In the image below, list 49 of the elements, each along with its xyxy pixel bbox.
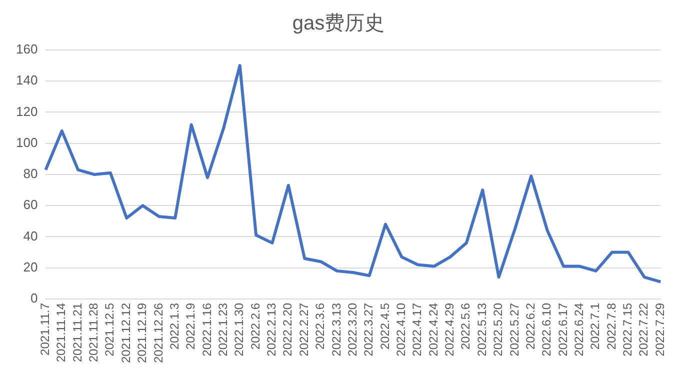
x-tick-label: 2022.7.29 [652, 302, 667, 356]
y-tick-label: 140 [16, 72, 38, 88]
x-tick-label: 2022.3.13 [329, 302, 344, 356]
y-tick-label: 40 [23, 228, 38, 244]
x-tick-label: 2022.1.3 [167, 302, 182, 350]
x-tick-label: 2022.6.17 [556, 302, 570, 356]
x-tick-label: 2022.7.15 [620, 302, 635, 356]
x-tick-label: 2022.3.27 [362, 302, 376, 356]
x-tick-label: 2022.6.10 [540, 302, 554, 356]
x-tick-label: 2021.12.19 [135, 302, 150, 364]
y-tick-label: 100 [16, 134, 38, 150]
x-tick-label: 2021.11.7 [38, 302, 52, 356]
x-tick-label: 2022.6.2 [523, 302, 538, 350]
chart-title: gas费历史 [292, 12, 385, 35]
y-tick-label: 120 [16, 104, 38, 119]
x-tick-label: 2022.2.20 [280, 302, 295, 356]
x-tick-label: 2022.4.29 [442, 302, 457, 356]
x-tick-label: 2022.4.17 [410, 302, 424, 356]
y-tick-label: 60 [23, 197, 38, 212]
x-tick-label: 2022.3.6 [313, 302, 328, 350]
y-tick-label: 80 [23, 166, 38, 182]
x-tick-label: 2022.2.6 [248, 302, 262, 350]
x-tick-label: 2022.6.24 [572, 302, 586, 356]
x-tick-label: 2022.1.16 [200, 302, 214, 356]
x-tick-label: 2022.7.1 [588, 302, 602, 350]
x-tick-label: 2022.1.23 [216, 302, 230, 356]
y-tick-label: 20 [23, 259, 38, 274]
x-tick-label: 2022.3.20 [345, 302, 360, 356]
x-tick-label: 2022.5.13 [474, 302, 489, 356]
x-tick-label: 2022.4.5 [378, 302, 392, 350]
y-tick-label: 160 [16, 42, 38, 57]
x-tick-label: 2021.12.12 [118, 302, 133, 364]
x-tick-label: 2022.1.30 [232, 302, 246, 356]
x-tick-label: 2021.12.5 [102, 302, 117, 356]
x-tick-label: 2022.7.8 [604, 302, 618, 350]
x-tick-label: 2022.5.6 [458, 302, 473, 350]
x-tick-label: 2022.1.9 [184, 302, 198, 350]
x-tick-label: 2021.11.21 [70, 302, 84, 362]
x-tick-label: 2021.11.28 [86, 302, 101, 362]
y-tick-label: 0 [30, 290, 38, 306]
x-tick-label: 2022.4.10 [394, 302, 408, 356]
x-tick-label: 2022.2.27 [296, 302, 311, 356]
x-tick-label: 2022.5.27 [507, 302, 522, 356]
x-tick-label: 2021.12.26 [151, 302, 166, 364]
x-tick-label: 2022.7.22 [636, 302, 651, 356]
x-tick-label: 2022.2.13 [264, 302, 279, 356]
x-tick-label: 2022.5.20 [491, 302, 506, 356]
x-tick-label: 2022.4.24 [426, 302, 440, 356]
x-tick-label: 2021.11.14 [54, 302, 68, 362]
